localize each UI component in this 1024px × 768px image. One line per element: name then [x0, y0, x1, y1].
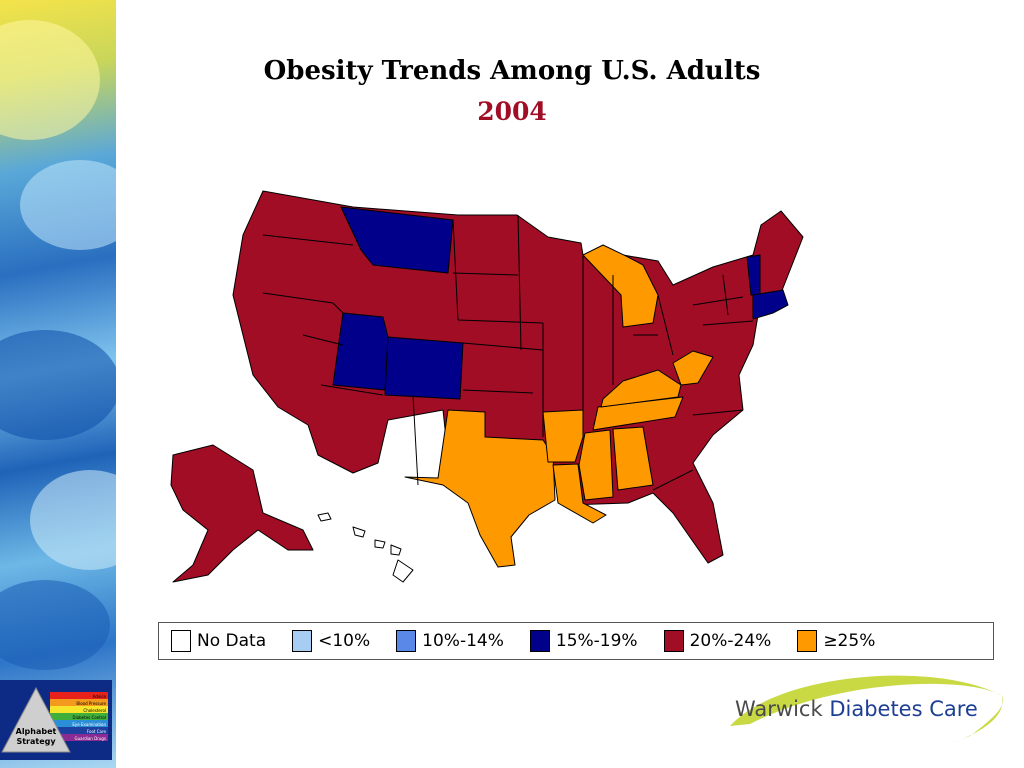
badge-triangle — [1, 686, 71, 753]
state-louisiana — [552, 463, 607, 524]
badge-band — [50, 699, 108, 706]
badge-band-label: Cholesterol — [83, 708, 106, 713]
warwick-logo: Warwick Diabetes Care — [735, 697, 978, 721]
state-alaska — [170, 444, 314, 583]
logo-word-diabetes-care: Diabetes Care — [829, 697, 978, 721]
legend-label: 20%-24% — [689, 631, 772, 651]
legend-swatch — [797, 630, 818, 652]
state-alabama — [612, 426, 654, 491]
legend-swatch — [292, 630, 313, 652]
state-borders — [262, 214, 754, 491]
badge-band-label: Blood Pressure — [76, 701, 106, 706]
state-massachusetts-ct-ri — [752, 289, 789, 320]
map-legend: No Data <10% 10%-14% 15%-19% 20%-24% ≥25… — [158, 622, 994, 660]
state-utah — [332, 312, 389, 391]
swirl-shape — [0, 20, 100, 140]
slide-year: 2004 — [477, 97, 547, 126]
badge-band-label: Foot Care — [87, 729, 107, 734]
state-mississippi — [578, 429, 614, 501]
state-region-west — [232, 190, 804, 564]
swirl-shape — [30, 470, 116, 570]
state-west-virginia — [672, 350, 714, 386]
badge-band-label: Advice — [93, 694, 107, 699]
legend-label: <10% — [318, 631, 371, 651]
us-obesity-map — [170, 190, 804, 583]
swirl-shape — [0, 580, 110, 670]
legend-item-20-24: 20%-24% — [663, 630, 772, 652]
badge-line: Strategy — [16, 737, 56, 746]
state-texas — [404, 409, 556, 568]
state-colorado — [384, 336, 464, 400]
warwick-logo-swoosh — [730, 675, 1004, 744]
legend-item-ge25: ≥25% — [797, 630, 875, 652]
logo-word-warwick: Warwick — [735, 697, 823, 721]
badge-band — [50, 734, 108, 741]
alphabet-strategy-badge: Alphabet Strategy Advice Blood Pressure … — [0, 680, 112, 760]
legend-label: No Data — [197, 631, 267, 651]
state-arkansas — [542, 409, 584, 463]
swirl-shape — [0, 330, 116, 440]
legend-swatch — [529, 630, 550, 652]
slide-title: Obesity Trends Among U.S. Adults — [263, 56, 761, 86]
legend-label: ≥25% — [823, 631, 876, 651]
badge-band-label: Guardian Drugs — [75, 736, 106, 741]
badge-band-label: Diabetes Control — [73, 715, 107, 720]
legend-swatch — [171, 630, 191, 652]
legend-item-no-data: No Data — [171, 630, 266, 652]
legend-swatch — [663, 630, 684, 652]
legend-item-10-14: 10%-14% — [396, 630, 504, 652]
badge-line: Alphabet — [16, 727, 57, 736]
badge-band — [50, 727, 108, 734]
legend-item-lt10: <10% — [292, 630, 370, 652]
badge-band-label: Eye Examination — [72, 722, 106, 727]
legend-label: 15%-19% — [555, 631, 638, 651]
state-montana — [340, 206, 454, 274]
swirl-shape — [20, 160, 116, 250]
legend-label: 10%-14% — [422, 631, 504, 651]
badge-band — [50, 692, 108, 699]
badge-band — [50, 720, 108, 727]
state-hawaii — [317, 512, 414, 583]
decorative-side-strip — [0, 0, 116, 768]
legend-item-15-19: 15%-19% — [529, 630, 638, 652]
badge-band — [50, 713, 108, 720]
badge-band — [50, 706, 108, 713]
legend-swatch — [396, 630, 417, 652]
